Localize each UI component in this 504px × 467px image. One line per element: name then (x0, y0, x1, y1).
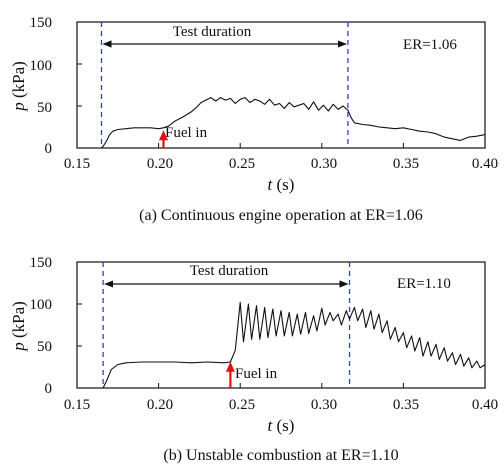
er-label-box (394, 30, 468, 58)
x-axis-unit: (s) (272, 175, 294, 194)
fuel-in-label: Fuel in (165, 125, 208, 141)
y-tick-label: 0 (45, 381, 53, 397)
y-tick-label: 50 (37, 100, 52, 116)
y-tick-label: 50 (37, 339, 52, 355)
y-tick-label: 150 (30, 255, 53, 271)
y-tick-label: 100 (30, 297, 53, 313)
y-tick-label: 150 (30, 15, 53, 31)
x-tick-label: 0.35 (393, 397, 419, 413)
x-tick-label: 0.25 (229, 156, 255, 172)
fuel-in-arrow-head (225, 361, 235, 372)
figure-caption: (a) Continuous engine operation at ER=1.… (139, 207, 423, 224)
chart-panel-a: 0 50 100 150 0.15 0.20 0.25 0.30 0.35 0.… (9, 15, 498, 224)
fuel-in-arrow-head (158, 130, 168, 141)
x-tick-label: 0.40 (472, 156, 498, 172)
chart-panel-b: 0 50 100 150 0.15 0.20 0.25 0.30 0.35 0.… (9, 255, 498, 464)
er-label: ER=1.06 (403, 37, 457, 53)
y-axis-variable: p (9, 342, 28, 352)
y-tick-label: 100 (30, 58, 53, 74)
y-axis-variable: p (9, 102, 28, 112)
x-tick-label: 0.20 (147, 397, 173, 413)
x-axis-label: t (s) (268, 416, 295, 435)
x-tick-label: 0.40 (472, 397, 498, 413)
plot-frame (76, 21, 486, 149)
fuel-in-label: Fuel in (235, 366, 278, 382)
pressure-series-line (77, 301, 486, 389)
x-tick-label: 0.25 (229, 397, 255, 413)
y-axis-unit: (kPa) (9, 301, 28, 342)
test-duration-label: Test duration (173, 24, 252, 40)
y-axis-label: p (kPa) (9, 61, 28, 112)
y-axis-label: p (kPa) (9, 301, 28, 352)
plot-frame (76, 261, 486, 389)
er-label-box (388, 270, 462, 298)
er-label: ER=1.10 (397, 276, 451, 292)
figure-caption: (b) Unstable combustion at ER=1.10 (163, 447, 398, 464)
x-tick-label: 0.30 (311, 397, 337, 413)
x-tick-label: 0.15 (64, 156, 90, 172)
y-tick-label: 0 (45, 141, 53, 157)
x-axis-variable: t (268, 175, 274, 194)
y-axis-unit: (kPa) (9, 61, 28, 102)
x-tick-label: 0.20 (147, 156, 173, 172)
x-tick-label: 0.30 (311, 156, 337, 172)
x-axis-variable: t (268, 416, 274, 435)
pressure-series-line (77, 97, 486, 149)
x-tick-label: 0.35 (393, 156, 419, 172)
x-axis-label: t (s) (268, 175, 295, 194)
test-duration-label: Test duration (190, 263, 269, 279)
x-tick-label: 0.15 (64, 397, 90, 413)
x-axis-unit: (s) (272, 416, 294, 435)
